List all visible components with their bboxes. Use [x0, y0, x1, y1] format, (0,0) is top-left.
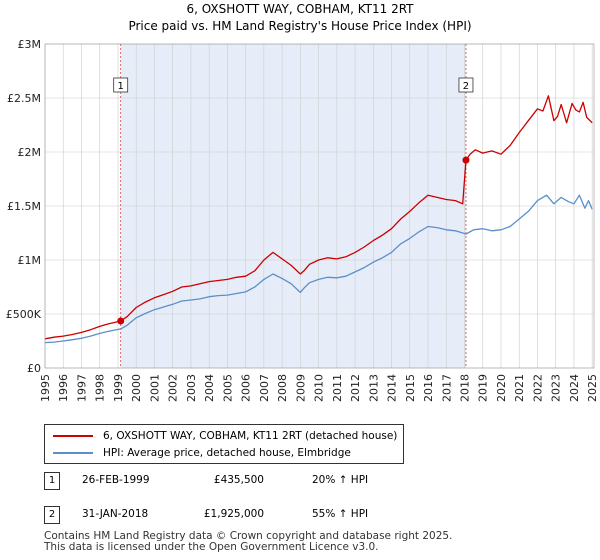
x-tick-label: 2010 — [313, 374, 326, 402]
hpi-line — [44, 194, 593, 344]
footer-attribution: Contains HM Land Registry data © Crown c… — [44, 531, 452, 553]
x-tick-label: 2002 — [167, 374, 180, 402]
annotation-box — [113, 77, 129, 93]
plot-frame — [44, 43, 595, 369]
x-tick-label: 2008 — [276, 374, 289, 402]
y-axis-tick-labels: £0 £500K £1M £1.5M £2M £2.5M £3M — [6, 38, 42, 375]
transaction-price: £435,500 — [213, 474, 264, 486]
annotation-label: 2 — [463, 81, 469, 92]
x-tick-label: 1999 — [112, 374, 125, 402]
x-tick-label: 2005 — [221, 374, 234, 402]
x-tick-label: 2025 — [586, 374, 599, 402]
footer-line-1: Contains HM Land Registry data © Crown c… — [44, 530, 453, 542]
x-tick-label: 2023 — [550, 374, 563, 402]
y-tick-label: £1M — [18, 254, 42, 267]
property-price-line — [44, 95, 593, 340]
x-tick-label: 2018 — [459, 374, 472, 402]
x-tick-label: 2007 — [258, 374, 271, 402]
transaction-hpi-change: 20% ↑ HPI — [312, 474, 369, 486]
legend-swatch-hpi — [53, 452, 93, 454]
annotation-label: 1 — [118, 81, 124, 92]
x-tick-label: 2014 — [386, 374, 399, 402]
x-tick-label: 2006 — [240, 374, 253, 402]
transaction-number-badge: 2 — [44, 506, 60, 524]
x-tick-label: 2003 — [185, 374, 198, 402]
annotation-box — [458, 77, 474, 93]
y-tick-label: £0 — [27, 362, 41, 375]
x-tick-label: 1996 — [57, 374, 70, 402]
grid-lines — [44, 43, 594, 369]
chart-title-line2: Price paid vs. HM Land Registry's House … — [128, 19, 471, 33]
legend-label-hpi: HPI: Average price, detached house, Elmb… — [103, 447, 351, 459]
sale-point — [462, 156, 470, 164]
y-tick-label: £1.5M — [7, 200, 41, 213]
x-tick-label: 1998 — [94, 374, 107, 402]
chart-title-line1: 6, OXSHOTT WAY, COBHAM, KT11 2RT — [186, 2, 414, 16]
x-tick-label: 2024 — [568, 374, 581, 402]
x-tick-label: 2019 — [477, 374, 490, 402]
x-tick-label: 2013 — [367, 374, 380, 402]
x-tick-label: 2020 — [495, 374, 508, 402]
x-tick-label: 1997 — [75, 374, 88, 402]
transaction-hpi-change: 55% ↑ HPI — [312, 508, 369, 520]
transaction-price: £1,925,000 — [203, 508, 264, 520]
x-tick-label: 1995 — [39, 374, 52, 402]
x-tick-label: 2011 — [331, 374, 344, 402]
series-lines — [44, 95, 593, 344]
footer-line-2: This data is licensed under the Open Gov… — [44, 541, 379, 553]
sale-date-markers — [120, 44, 467, 368]
x-tick-label: 2022 — [531, 374, 544, 402]
transaction-number-badge: 1 — [44, 472, 60, 490]
x-tick-label: 2001 — [148, 374, 161, 402]
x-tick-label: 2004 — [203, 374, 216, 402]
y-tick-label: £2.5M — [7, 92, 41, 105]
y-tick-label: £3M — [18, 38, 42, 51]
transaction-date: 26-FEB-1999 — [82, 474, 150, 486]
x-axis-tick-labels: 1995 1996 1997 1998 1999 2000 2001 2002 2003 2004… — [39, 374, 599, 402]
legend-swatch-property — [53, 435, 93, 437]
y-tick-label: £2M — [18, 146, 42, 159]
sale-point — [117, 317, 125, 325]
x-tick-label: 2017 — [440, 374, 453, 402]
x-tick-label: 2000 — [130, 374, 143, 402]
x-tick-label: 2016 — [422, 374, 435, 402]
y-tick-label: £500K — [6, 308, 42, 321]
x-tick-label: 2012 — [349, 374, 362, 402]
table-row: 1 26-FEB-1999 £435,500 20% ↑ HPI — [44, 472, 444, 492]
legend-label-property: 6, OXSHOTT WAY, COBHAM, KT11 2RT (detach… — [103, 430, 398, 442]
price-chart: 6, OXSHOTT WAY, COBHAM, KT11 2RT Price p… — [6, 2, 599, 402]
x-tick-label: 2021 — [513, 374, 526, 402]
table-row: 2 31-JAN-2018 £1,925,000 55% ↑ HPI — [44, 506, 444, 526]
legend: 6, OXSHOTT WAY, COBHAM, KT11 2RT (detach… — [44, 424, 404, 464]
x-tick-label: 2009 — [294, 374, 307, 402]
transaction-date: 31-JAN-2018 — [82, 508, 149, 520]
x-tick-label: 2015 — [404, 374, 417, 402]
